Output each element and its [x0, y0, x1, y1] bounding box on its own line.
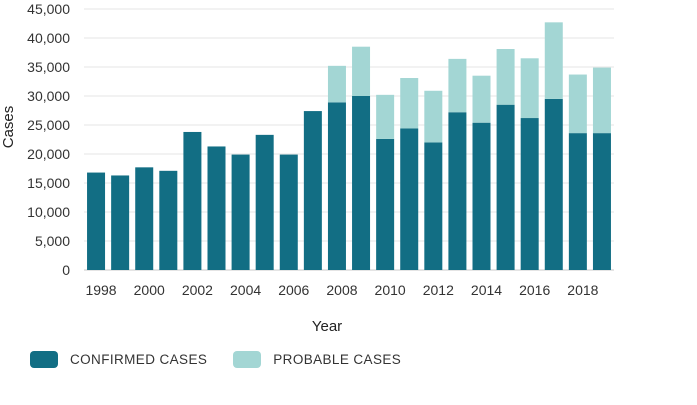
- x-tick-label: 2004: [230, 282, 261, 298]
- y-tick-label: 15,000: [27, 175, 70, 191]
- bar-confirmed-2018: [568, 133, 587, 270]
- y-axis-title: Cases: [0, 106, 17, 149]
- bar-probable-2008: [327, 65, 346, 103]
- x-tick-label: 2002: [182, 282, 213, 298]
- legend-label-probable: PROBABLE CASES: [273, 352, 402, 367]
- legend-swatch-probable: [233, 351, 262, 368]
- x-tick-label: 2014: [471, 282, 502, 298]
- bar-probable-2013: [448, 58, 467, 113]
- bar-probable-2015: [496, 49, 515, 105]
- x-tick-label: 2012: [423, 282, 454, 298]
- x-tick-label: 2016: [519, 282, 550, 298]
- bar-probable-2011: [400, 78, 419, 129]
- bar-probable-2019: [592, 67, 611, 134]
- y-tick-label: 10,000: [27, 204, 70, 220]
- x-tick-label: 2010: [375, 282, 406, 298]
- y-tick-label: 40,000: [27, 30, 70, 46]
- bar-confirmed-2019: [592, 133, 611, 270]
- bar-confirmed-2011: [400, 128, 419, 270]
- x-axis-title: Year: [312, 318, 342, 335]
- legend-item-probable: PROBABLE CASES: [233, 351, 401, 368]
- x-tick-label: 2006: [278, 282, 309, 298]
- bar-confirmed-2001: [159, 170, 178, 270]
- bar-confirmed-1998: [87, 172, 106, 270]
- bar-probable-2014: [472, 75, 491, 123]
- x-tick-label: 2018: [567, 282, 598, 298]
- bar-probable-2009: [352, 46, 371, 96]
- bar-probable-2010: [376, 94, 395, 139]
- bar-confirmed-2007: [303, 111, 322, 270]
- bar-confirmed-2012: [424, 142, 443, 270]
- bar-chart: 0 5,000 10,000 15,000 20,000 25,000 30,000 35,0…: [0, 1, 614, 335]
- bar-confirmed-2005: [255, 134, 274, 270]
- legend-item-confirmed: CONFIRMED CASES: [30, 351, 207, 368]
- bar-confirmed-2015: [496, 104, 515, 270]
- y-tick-label: 30,000: [27, 88, 70, 104]
- y-tick-label: 0: [62, 262, 70, 278]
- bar-confirmed-2009: [352, 96, 371, 270]
- y-tick-label: 20,000: [27, 146, 70, 162]
- bar-confirmed-2002: [183, 131, 202, 270]
- y-tick-label: 5,000: [35, 233, 70, 249]
- bar-confirmed-2013: [448, 112, 467, 271]
- x-axis-tick-labels: 1998 2000 2002 2004 2006 2008 2010 2012 2014 2016…: [85, 282, 598, 298]
- bar-probable-2012: [424, 90, 443, 143]
- y-tick-label: 45,000: [27, 1, 70, 17]
- bar-confirmed-2008: [327, 102, 346, 270]
- bar-confirmed-2006: [279, 154, 298, 270]
- x-tick-label: 2000: [134, 282, 165, 298]
- bar-confirmed-2016: [520, 118, 539, 270]
- bar-probable-2018: [568, 74, 587, 134]
- bar-confirmed-2003: [207, 146, 226, 270]
- bar-confirmed-2010: [376, 138, 395, 270]
- y-axis-tick-labels: 0 5,000 10,000 15,000 20,000 25,000 30,000 35,0…: [27, 1, 70, 278]
- bar-confirmed-2000: [135, 167, 154, 270]
- bar-probable-2016: [520, 58, 539, 119]
- bar-confirmed-2004: [231, 154, 250, 270]
- x-tick-label: 2008: [326, 282, 357, 298]
- x-tick-label: 1998: [85, 282, 116, 298]
- bar-confirmed-2017: [544, 98, 563, 271]
- bar-confirmed-1999: [111, 175, 130, 270]
- legend: CONFIRMED CASES PROBABLE CASES: [30, 351, 427, 368]
- bars: [87, 22, 611, 271]
- legend-swatch-confirmed: [30, 351, 58, 368]
- legend-label-confirmed: CONFIRMED CASES: [70, 352, 208, 367]
- bar-probable-2017: [544, 22, 563, 99]
- bar-confirmed-2014: [472, 122, 491, 271]
- y-tick-label: 25,000: [27, 117, 70, 133]
- y-tick-label: 35,000: [27, 59, 70, 75]
